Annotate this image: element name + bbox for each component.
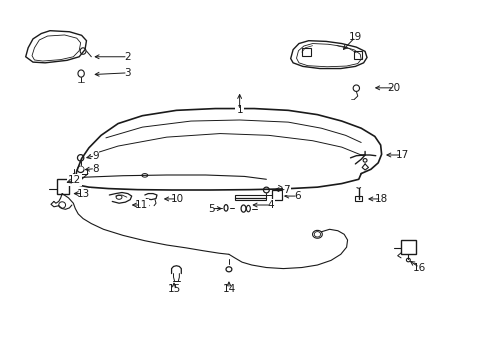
Bar	[234, 195, 266, 201]
Text: 18: 18	[374, 194, 387, 204]
Text: 12: 12	[67, 175, 81, 185]
Text: 8: 8	[92, 163, 99, 174]
Text: 5: 5	[208, 203, 214, 213]
Bar	[272, 190, 282, 200]
Bar	[400, 240, 415, 254]
Text: 19: 19	[348, 32, 361, 42]
Text: 2: 2	[124, 52, 131, 62]
Bar	[355, 197, 362, 201]
Text: 3: 3	[124, 68, 131, 78]
Bar	[353, 51, 361, 59]
Text: 4: 4	[267, 200, 274, 210]
Text: 13: 13	[76, 189, 89, 199]
Text: 17: 17	[395, 150, 408, 160]
Bar	[301, 48, 310, 56]
Text: 20: 20	[387, 83, 400, 93]
Text: 7: 7	[283, 185, 289, 195]
Text: 9: 9	[92, 151, 99, 161]
Text: 1: 1	[236, 105, 243, 115]
Text: 6: 6	[294, 191, 301, 201]
Text: 10: 10	[170, 194, 183, 204]
Text: 15: 15	[167, 284, 180, 294]
Text: 16: 16	[412, 262, 426, 273]
Text: 11: 11	[135, 200, 148, 210]
Bar	[57, 179, 69, 194]
Text: 14: 14	[222, 284, 235, 294]
